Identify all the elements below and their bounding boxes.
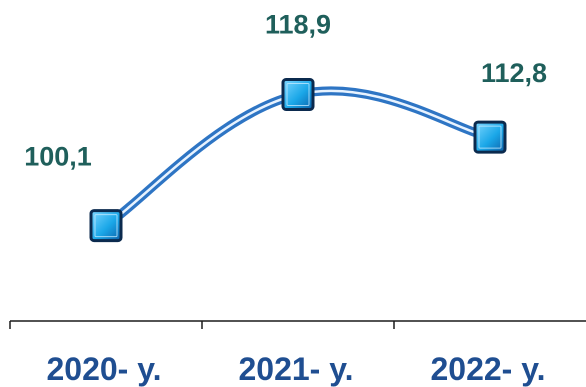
x-tick-label: 2021- y.: [238, 351, 353, 387]
data-point-marker: [473, 120, 507, 154]
series-line: [101, 86, 495, 231]
data-point-marker: [281, 78, 315, 111]
data-label: 118,9: [265, 10, 331, 40]
data-labels: 100,1 118,9 112,8: [24, 10, 547, 172]
data-label: 112,8: [481, 58, 547, 88]
x-tick-labels: 2020- y. 2021- y. 2022- y.: [46, 351, 545, 387]
data-point-marker-inner: [478, 125, 502, 149]
x-axis: [9, 320, 586, 329]
series-line-group: [101, 86, 495, 231]
data-point-marker: [89, 209, 123, 243]
data-point-marker-inner: [286, 83, 310, 106]
x-tick-label: 2020- y.: [46, 351, 161, 387]
data-label: 100,1: [24, 142, 92, 172]
x-tick-label: 2022- y.: [430, 351, 545, 387]
data-points: [89, 78, 507, 243]
data-point-marker-inner: [94, 214, 118, 238]
